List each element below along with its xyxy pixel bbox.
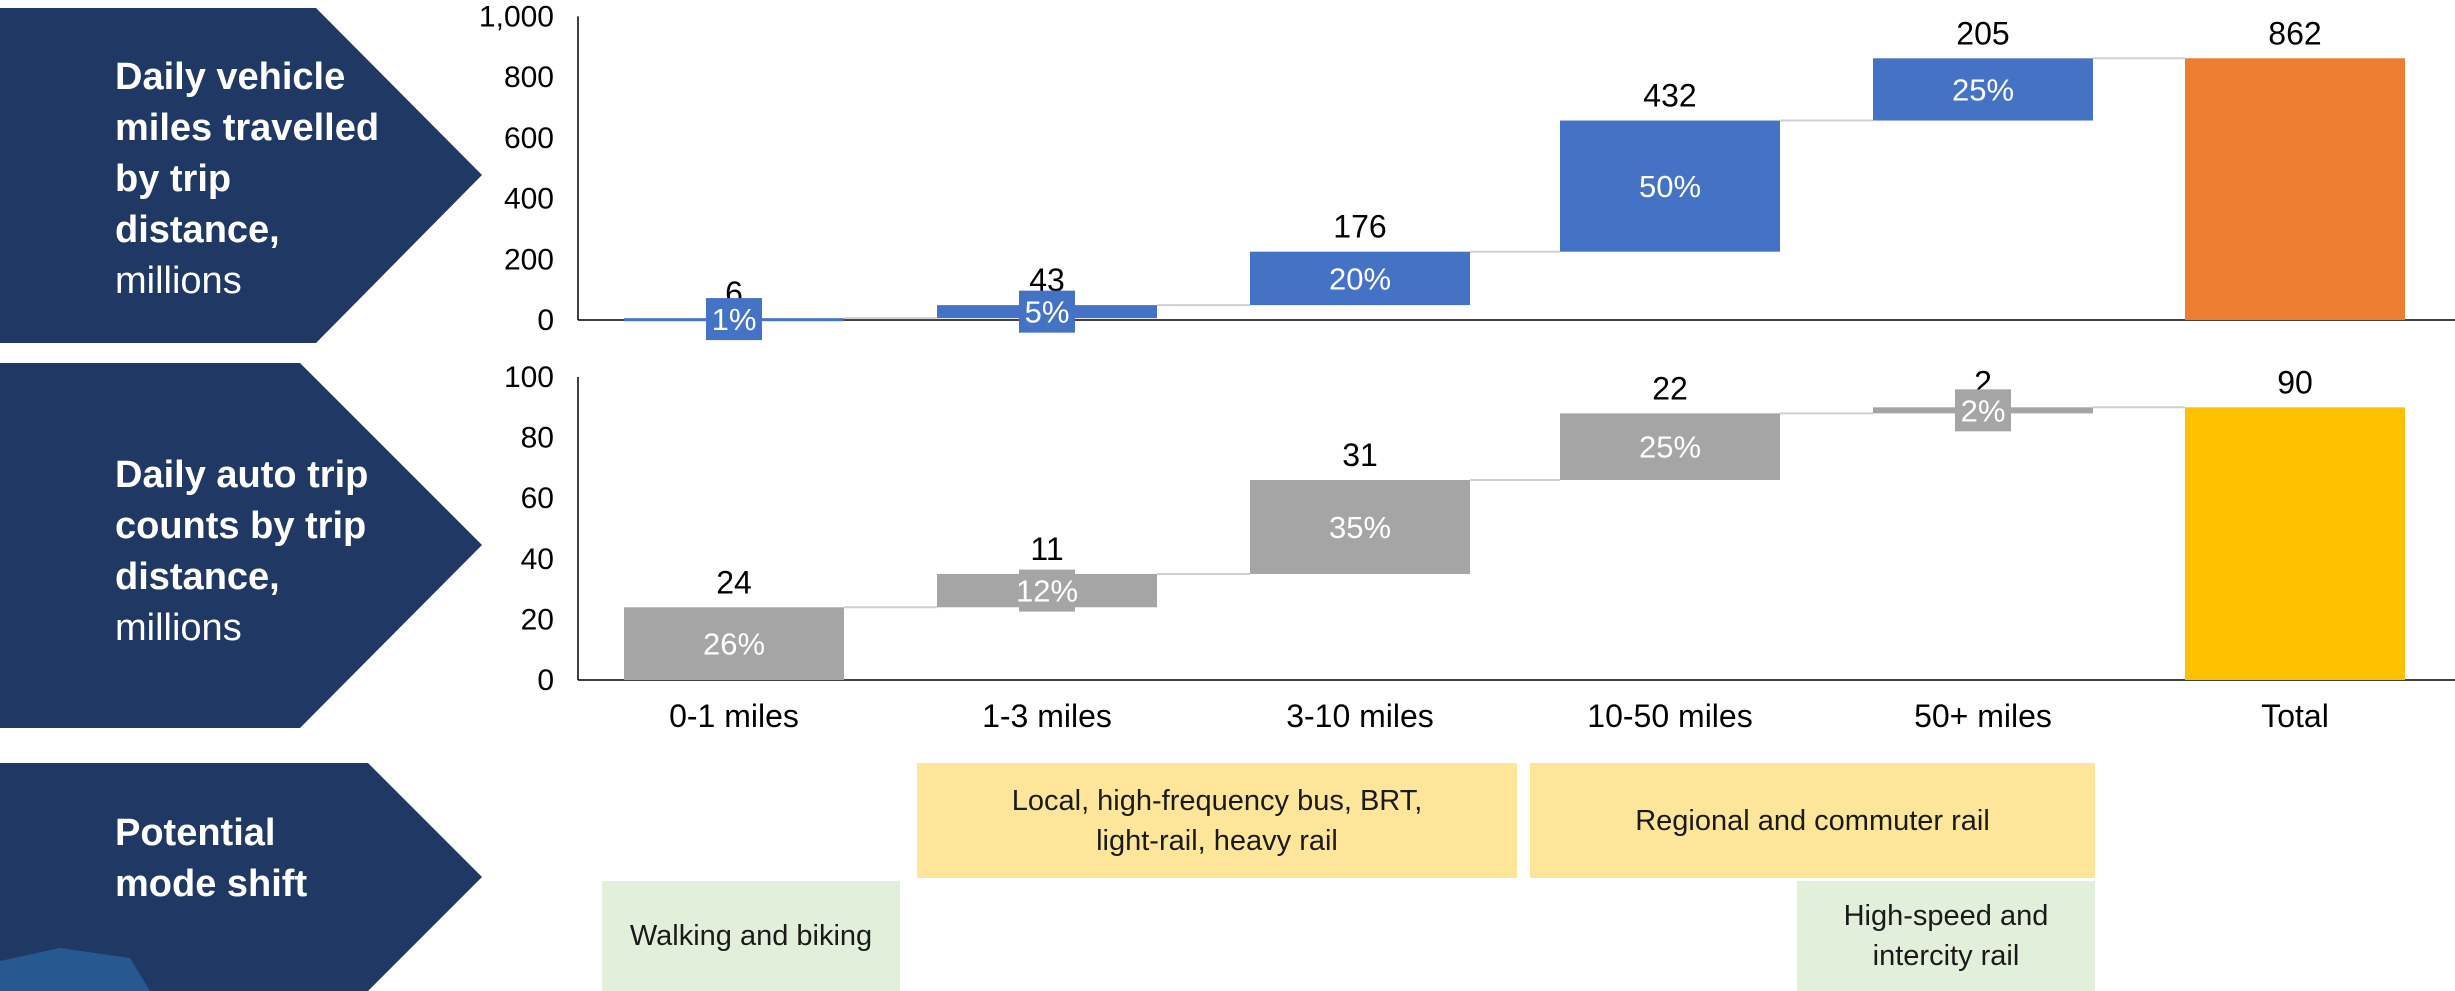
y-tick-label: 200 (504, 243, 554, 276)
value-label: 22 (1652, 370, 1688, 406)
y-tick-label: 20 (521, 603, 554, 636)
y-tick-label: 60 (521, 482, 554, 515)
mode-panel-chevron (0, 763, 482, 991)
y-tick-label: 100 (504, 361, 554, 394)
trips-panel-chevron (0, 363, 482, 728)
mode-panel-title: Potential mode shift (115, 808, 335, 910)
percent-label: 25% (1952, 72, 2014, 107)
value-label: 24 (716, 564, 752, 600)
percent-label: 35% (1329, 510, 1391, 545)
category-label: 1-3 miles (982, 698, 1112, 734)
percent-label: 20% (1329, 261, 1391, 296)
value-label: 205 (1956, 15, 2009, 51)
bar-4 (1560, 413, 1780, 481)
percent-label: 5% (1025, 295, 1070, 330)
mode-shift-box: Regional and commuter rail (1530, 763, 2095, 878)
value-label: 90 (2277, 364, 2313, 400)
value-label: 176 (1333, 209, 1386, 245)
y-tick-label: 80 (521, 422, 554, 455)
percent-label: 2% (1961, 393, 2006, 428)
category-label: 50+ miles (1914, 698, 2052, 734)
trips-title-text: Daily auto trip counts by trip distance, (115, 454, 369, 598)
bar-4 (1560, 120, 1780, 252)
trips-panel-title: Daily auto trip counts by trip distance,… (115, 450, 395, 654)
category-label: Total (2261, 698, 2329, 734)
value-label: 862 (2268, 15, 2321, 51)
mode-title-text: Potential mode shift (115, 812, 308, 905)
percent-label-bg (1019, 569, 1075, 612)
value-label: 31 (1342, 437, 1378, 473)
vmt-panel-chevron (0, 8, 482, 343)
vmt-panel-title: Daily vehicle miles travelled by trip di… (115, 52, 405, 307)
y-tick-label: 0 (537, 304, 554, 337)
percent-label-bg (1955, 389, 2011, 432)
percent-label-bg (1019, 290, 1075, 333)
bar-1 (624, 607, 844, 680)
bar-3 (1250, 251, 1470, 306)
bar-6 (2185, 58, 2405, 320)
vmt-title-text: Daily vehicle miles travelled by trip di… (115, 56, 380, 251)
bar-6 (2185, 407, 2405, 680)
bar-3 (1250, 480, 1470, 574)
percent-label-bg (706, 298, 762, 341)
percent-label: 26% (703, 627, 765, 662)
y-tick-label: 40 (521, 543, 554, 576)
y-tick-label: 0 (537, 664, 554, 697)
y-tick-label: 800 (504, 61, 554, 94)
trips-unit-text: millions (115, 607, 242, 649)
mode-shift-box: Walking and biking (602, 881, 900, 991)
value-label: 432 (1643, 78, 1696, 114)
vmt-unit-text: millions (115, 260, 242, 302)
percent-label: 12% (1016, 574, 1078, 609)
y-tick-label: 1,000 (479, 0, 554, 33)
y-tick-label: 400 (504, 183, 554, 216)
mode-shift-box: Local, high-frequency bus, BRT, light-ra… (917, 763, 1517, 878)
bar-5 (1873, 58, 2093, 121)
category-label: 3-10 miles (1286, 698, 1434, 734)
value-label: 11 (1030, 531, 1063, 567)
percent-label: 25% (1639, 430, 1701, 465)
category-label: 10-50 miles (1587, 698, 1752, 734)
percent-label: 1% (712, 302, 757, 337)
category-label: 0-1 miles (669, 698, 799, 734)
y-tick-label: 600 (504, 122, 554, 155)
mode-shift-box: High-speed and intercity rail (1797, 881, 2095, 991)
percent-label: 50% (1639, 169, 1701, 204)
